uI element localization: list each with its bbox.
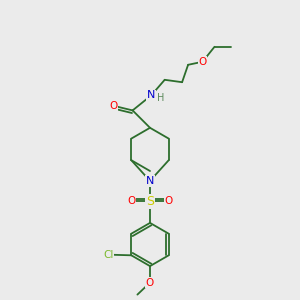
Text: O: O — [109, 101, 118, 111]
Text: N: N — [147, 90, 155, 100]
Text: O: O — [127, 196, 136, 206]
Text: S: S — [146, 195, 154, 208]
Text: O: O — [164, 196, 173, 206]
Text: O: O — [198, 57, 207, 67]
Text: N: N — [146, 176, 154, 186]
Text: Cl: Cl — [103, 250, 113, 260]
Text: H: H — [157, 93, 164, 103]
Text: O: O — [146, 278, 154, 288]
